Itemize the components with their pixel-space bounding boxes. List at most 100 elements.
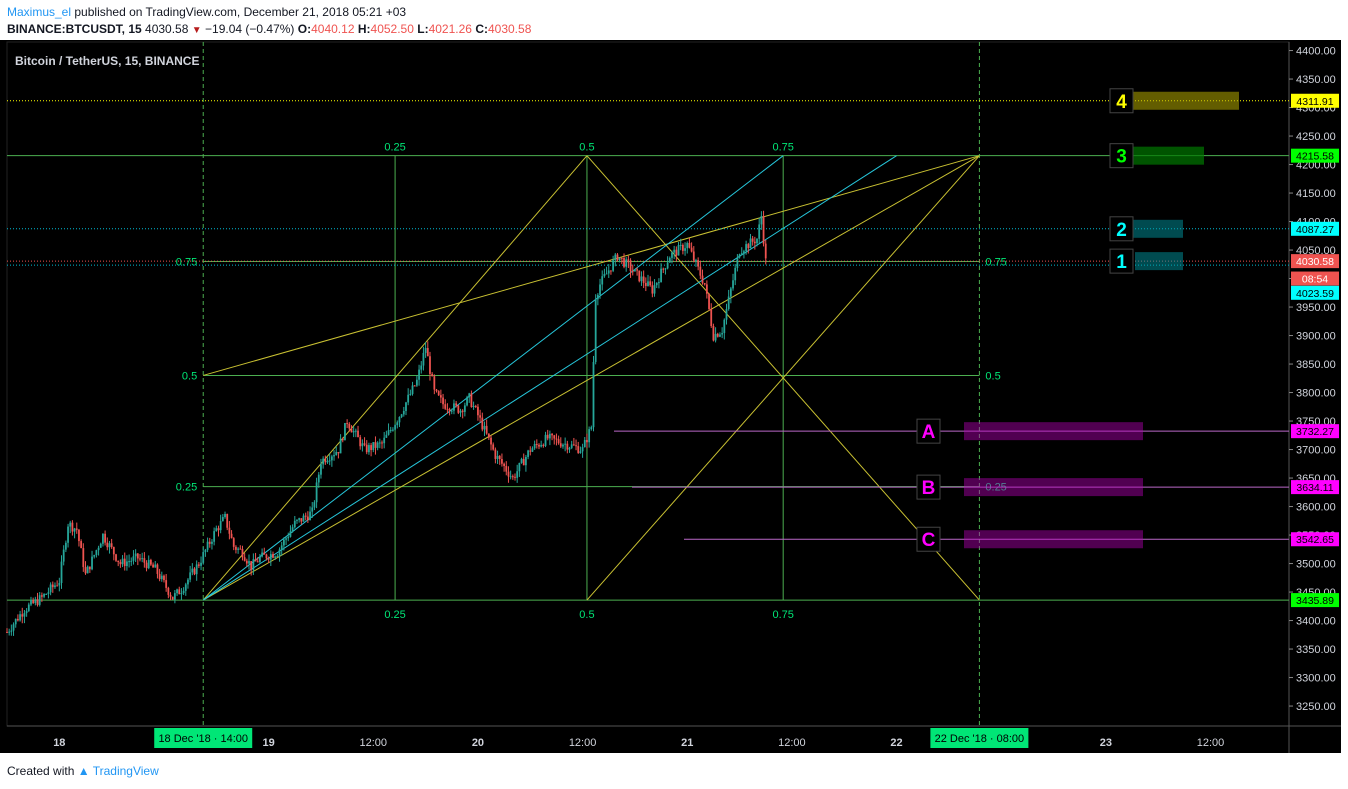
candle-body: [743, 251, 745, 254]
candle-body: [160, 575, 163, 580]
candle-body: [494, 449, 497, 459]
candle-body: [359, 437, 362, 447]
support-zone-A[interactable]: [964, 422, 1143, 441]
candle-body: [732, 280, 734, 289]
candle-body: [21, 614, 24, 617]
candle-body: [38, 595, 41, 605]
low-value: 4021.26: [428, 22, 472, 36]
time-axis[interactable]: 18 19 12:00 20 12:00 21 12:00 22 23 12:00 18 Dec '…: [53, 728, 1224, 749]
candle-body: [145, 562, 148, 569]
candle-body: [638, 270, 641, 282]
candle-body: [158, 573, 161, 580]
candle-body: [252, 559, 255, 570]
candle-body: [459, 410, 462, 413]
price-label-bg: [1291, 480, 1339, 495]
fib-time-label-top: 0.75: [772, 142, 793, 154]
candle-body: [509, 476, 512, 478]
candle-body: [607, 270, 610, 274]
price-label-bg: [1291, 285, 1339, 300]
support-zone-C[interactable]: [964, 530, 1143, 549]
candle-body: [588, 429, 591, 443]
candle-body: [296, 519, 298, 521]
candle-body: [97, 547, 100, 551]
candle-body: [165, 580, 168, 588]
candle-body: [603, 273, 606, 277]
candle-body: [481, 417, 484, 430]
close-value: 4030.58: [487, 22, 532, 36]
author-link[interactable]: Maximus_el: [7, 5, 72, 19]
candle-body: [616, 254, 619, 261]
fib-time-label-top: 0.5: [579, 142, 594, 154]
candle-body: [649, 281, 652, 286]
candle-body: [533, 443, 536, 449]
candle-body: [289, 531, 292, 537]
target-zone-3[interactable]: [1133, 146, 1204, 165]
gann-line: [203, 155, 980, 376]
price-label-bg: [1291, 532, 1339, 547]
candle-body: [712, 326, 715, 341]
candle-body: [344, 423, 346, 441]
gann-line: [202, 155, 588, 601]
candle-body: [686, 243, 689, 249]
candle-body: [108, 543, 111, 548]
candle-body: [130, 560, 133, 562]
y-tick-label: 4250.00: [1296, 131, 1336, 143]
candle-body: [339, 438, 342, 454]
target-zone-4[interactable]: [1133, 91, 1239, 110]
symbol-ohlc-line: BINANCE:BTCUSDT, 15 4030.58 ▼ −19.04 (−0…: [7, 22, 531, 36]
candle-body: [73, 528, 76, 532]
candle-body: [317, 474, 320, 483]
candle-body: [200, 562, 202, 566]
candle-body: [333, 455, 335, 457]
candle-body: [664, 268, 667, 270]
candle-body: [738, 254, 741, 258]
price-axis[interactable]: 4400.004350.004300.004250.004200.004150.…: [1289, 46, 1339, 714]
candle-body: [721, 333, 724, 335]
price-chart[interactable]: Bitcoin / TetherUS, 15, BINANCE 0.75 0.75…: [0, 40, 1341, 753]
plot-area[interactable]: [6, 41, 1290, 727]
x-tick-label: 12:00: [569, 737, 597, 749]
support-zone-B[interactable]: [964, 478, 1143, 497]
candle-body: [32, 599, 35, 603]
candle-body: [405, 402, 407, 411]
candle-body: [291, 527, 294, 532]
candle-body: [243, 557, 246, 561]
candle-body: [248, 561, 250, 564]
candle-body: [548, 433, 551, 439]
price-label: 3542.65: [1296, 534, 1334, 546]
candle-body: [226, 513, 229, 528]
candle-body: [75, 528, 78, 530]
candle-body: [583, 439, 586, 448]
candle-body: [668, 257, 671, 263]
candle-body: [147, 559, 150, 569]
target-zone-2[interactable]: [1128, 219, 1183, 238]
target-zone-1[interactable]: [1135, 252, 1183, 271]
candle-body: [178, 589, 181, 595]
open-value: 4040.12: [311, 22, 355, 36]
candle-body: [555, 438, 558, 440]
tradingview-link[interactable]: TradingView: [92, 764, 159, 778]
candle-body: [400, 414, 403, 417]
candle-body: [522, 458, 525, 466]
candle-body: [387, 430, 390, 435]
candle-body: [267, 558, 270, 560]
candle-body: [402, 410, 405, 415]
tradingview-logo-icon: ▲: [77, 764, 90, 778]
candle-body: [392, 429, 394, 431]
candle-body: [385, 434, 388, 438]
candle-body: [315, 482, 318, 503]
price-label-bg: [1291, 221, 1339, 236]
candle-body: [224, 513, 226, 518]
candle-body: [282, 539, 285, 546]
candle-body: [370, 445, 373, 450]
candle-body: [67, 526, 69, 543]
candle-body: [91, 556, 93, 570]
candle-body: [14, 618, 17, 625]
x-tick-label: 20: [472, 737, 484, 749]
target-label-4: 4: [1116, 92, 1127, 113]
candle-body: [592, 361, 595, 428]
support-label-B: B: [922, 478, 936, 499]
candle-body: [564, 443, 567, 445]
candle-body: [30, 599, 32, 605]
candle-body: [675, 249, 678, 256]
